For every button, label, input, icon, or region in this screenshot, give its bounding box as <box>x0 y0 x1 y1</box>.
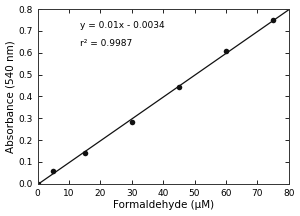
Y-axis label: Absorbance (540 nm): Absorbance (540 nm) <box>6 40 16 153</box>
X-axis label: Formaldehyde (μM): Formaldehyde (μM) <box>112 200 214 210</box>
Point <box>224 49 228 52</box>
Point <box>271 18 275 22</box>
Point <box>35 182 40 186</box>
Point <box>129 120 134 123</box>
Text: r² = 0.9987: r² = 0.9987 <box>80 39 133 48</box>
Point <box>82 151 87 155</box>
Point <box>176 85 181 88</box>
Text: y = 0.01x - 0.0034: y = 0.01x - 0.0034 <box>80 21 165 30</box>
Point <box>51 169 56 172</box>
